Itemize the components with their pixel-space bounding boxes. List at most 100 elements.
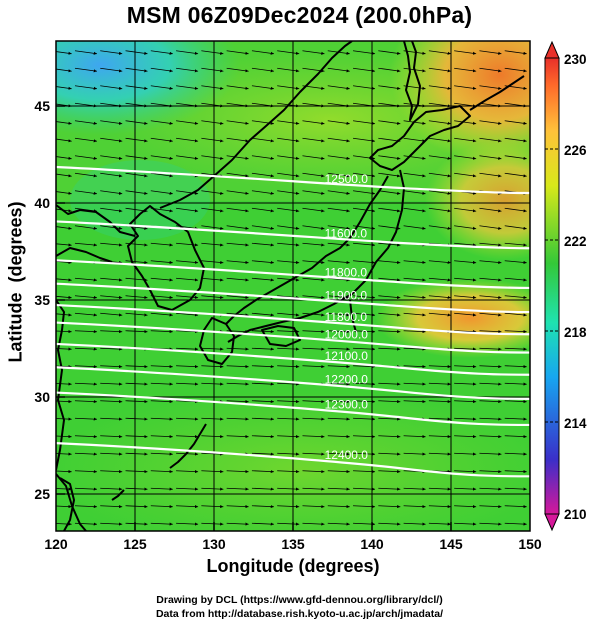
wind-arrow [454,225,477,230]
wind-arrow [378,190,401,195]
wind-arrow [454,137,477,143]
contour-label: 12500.0 [325,172,369,186]
wind-arrow [251,399,274,404]
wind-arrow [150,120,173,125]
wind-arrow [251,190,274,195]
wind-arrow [201,277,224,282]
wind-arrow [327,312,350,317]
wind-arrow [454,242,477,247]
wind-arrow [403,434,426,439]
wind-arrow [277,312,300,317]
wind-arrow [56,173,72,178]
wind-arrow [125,85,148,90]
wind-arrow [100,85,123,90]
wind-arrow [125,504,148,509]
wind-arrow [327,225,350,230]
wind-arrow [353,295,376,300]
wind-arrow [201,155,224,160]
wind-arrow [226,295,249,300]
wind-arrow [277,225,300,230]
wind-arrow [353,487,376,491]
wind-arrow [125,312,148,317]
wind-arrow [302,487,325,491]
wind-arrow [504,295,527,300]
contour-label: 11800.0 [325,310,368,324]
wind-arrow [74,137,98,143]
wind-arrow [454,312,477,317]
wind-arrow [150,504,173,509]
wind-arrow [201,504,224,509]
wind-arrow [302,242,325,247]
wind-arrow [277,382,300,386]
wind-arrow [74,120,98,125]
wind-arrow [277,347,300,351]
wind-arrow [302,295,325,300]
contour-line [56,321,530,354]
wind-arrow [277,207,300,213]
wind-arrow [150,295,173,300]
wind-arrow [504,522,527,526]
wind-arrow [100,50,123,55]
y-tick-label: 45 [34,98,50,114]
wind-arrow [302,434,325,439]
wind-arrow [302,207,325,213]
wind-arrow [327,260,350,265]
wind-arrow [277,399,300,404]
wind-arrow [100,295,123,300]
wind-arrow [251,347,274,351]
contour-label: 11900.0 [325,289,368,303]
wind-arrow [352,207,376,213]
wind-arrow [150,67,173,73]
wind-arrow [176,347,199,351]
wind-arrow [226,260,249,265]
wind-arrow [504,347,527,351]
wind-arrow [378,434,401,439]
wind-arrow [100,120,123,125]
wind-arrow [454,207,477,213]
wind-arrow [150,452,173,456]
wind-arrow [479,242,502,247]
wind-arrow [176,67,199,73]
wind-arrow [327,504,350,509]
contour-label: 12200.0 [325,372,369,386]
wind-arrow [504,504,527,509]
wind-arrow [56,469,72,474]
wind-arrow [428,137,451,143]
wind-arrow [277,67,300,73]
wind-arrow [201,137,224,143]
wind-arrow [277,50,300,55]
wind-arrow [100,417,123,421]
wind-arrow [479,137,502,143]
wind-arrow [176,50,199,55]
wind-arrow [378,504,401,509]
wind-arrow [479,382,502,386]
wind-arrow [176,312,199,317]
wind-arrow [150,50,173,55]
wind-arrow [504,312,527,317]
wind-arrow [226,469,249,474]
wind-arrow [403,225,426,230]
wind-arrow [378,347,401,351]
wind-arrow [428,277,451,282]
tick-marks [56,105,452,531]
wind-arrow [378,312,401,317]
wind-arrow [352,120,376,125]
wind-arrow [277,469,300,474]
wind-arrow [352,85,376,90]
wind-arrow [226,50,249,55]
wind-arrow [403,347,426,351]
wind-arrow [378,277,401,282]
x-tick-label: 135 [281,536,305,552]
wind-arrow [479,504,502,509]
contour-label: 12400.0 [325,448,369,462]
wind-arrow [125,137,148,143]
wind-arrow [403,190,426,195]
wind-arrow [378,207,401,213]
wind-arrow [125,469,148,474]
wind-arrow [74,487,97,491]
wind-arrow [100,434,123,439]
contour-line [56,220,530,250]
wind-arrow [403,260,426,265]
wind-arrow [428,207,451,213]
wind-arrow [56,191,72,195]
